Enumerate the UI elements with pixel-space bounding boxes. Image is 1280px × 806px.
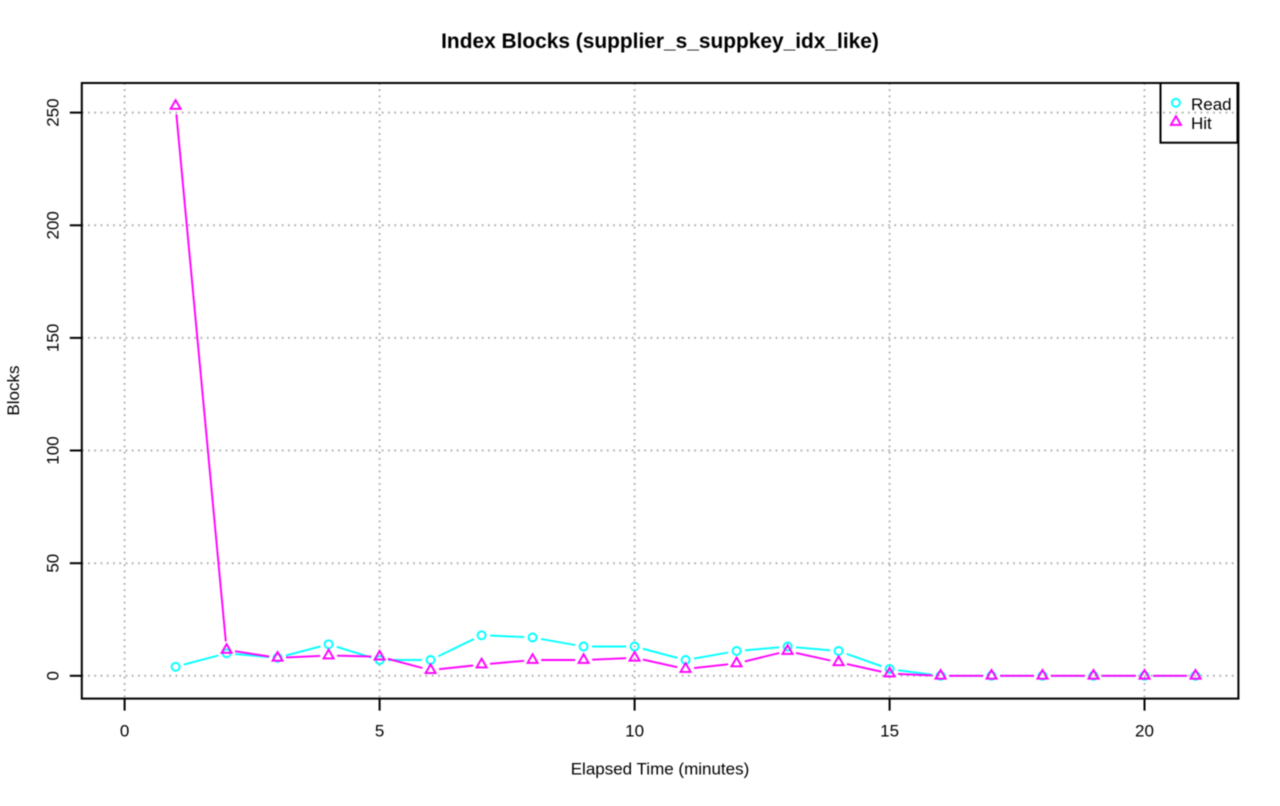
- svg-text:250: 250: [44, 98, 63, 126]
- svg-text:5: 5: [375, 721, 384, 740]
- svg-text:50: 50: [44, 554, 63, 573]
- svg-text:Read: Read: [1191, 95, 1232, 114]
- svg-text:200: 200: [44, 211, 63, 239]
- svg-text:0: 0: [120, 721, 129, 740]
- svg-text:100: 100: [44, 436, 63, 464]
- svg-text:10: 10: [625, 721, 644, 740]
- svg-text:Blocks: Blocks: [4, 366, 23, 416]
- svg-text:Hit: Hit: [1191, 114, 1212, 133]
- svg-text:Index Blocks (supplier_s_suppk: Index Blocks (supplier_s_suppkey_idx_lik…: [441, 30, 879, 53]
- svg-text:0: 0: [44, 671, 63, 680]
- svg-text:150: 150: [44, 324, 63, 352]
- svg-text:20: 20: [1135, 721, 1154, 740]
- svg-text:Elapsed Time (minutes): Elapsed Time (minutes): [571, 759, 750, 778]
- svg-text:15: 15: [880, 721, 899, 740]
